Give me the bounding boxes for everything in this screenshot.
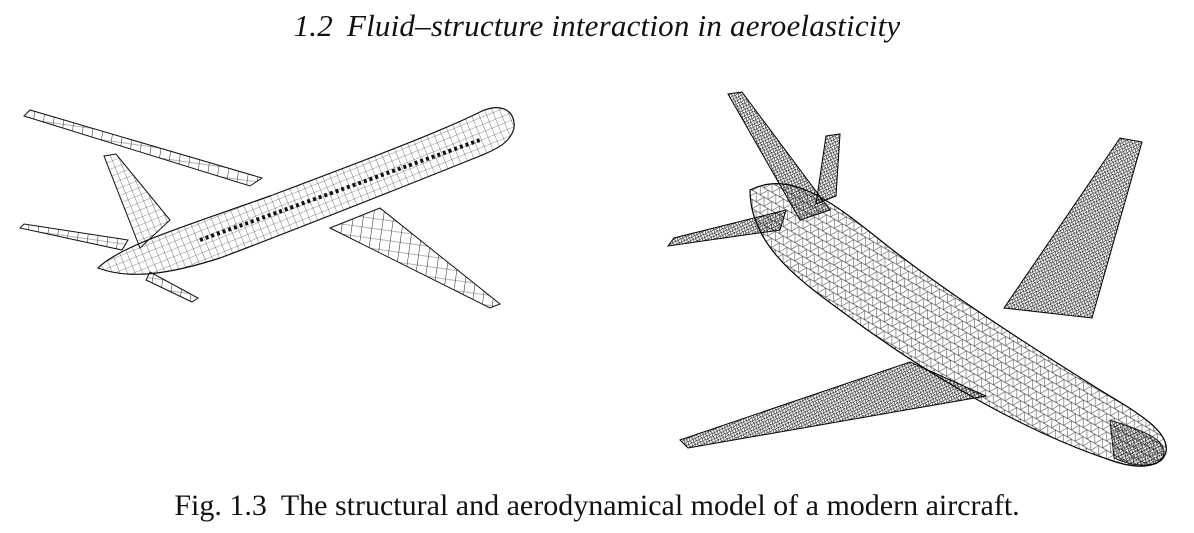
aerodynamic-model-illustration — [666, 91, 1167, 467]
figure — [0, 70, 1194, 480]
vertical-tail — [103, 153, 171, 249]
figure-caption: Fig. 1.3 The structural and aerodynamical… — [0, 489, 1194, 523]
far-wing — [23, 109, 264, 187]
section-number: 1.2 — [293, 8, 333, 43]
figure-caption-text: The structural and aerodynamical model o… — [280, 489, 1020, 522]
fuselage — [96, 107, 515, 275]
fuselage — [749, 183, 1167, 467]
near-wing — [679, 361, 988, 449]
far-wing — [1003, 137, 1143, 319]
near-wing — [328, 207, 501, 309]
structural-model-illustration — [18, 107, 515, 309]
horizontal-tail — [18, 223, 129, 251]
figure-label: Fig. 1.3 — [174, 489, 267, 522]
section-title: Fluid–structure interaction in aeroelast… — [346, 8, 901, 43]
running-head: 1.2 Fluid–structure interaction in aeroel… — [0, 8, 1194, 44]
